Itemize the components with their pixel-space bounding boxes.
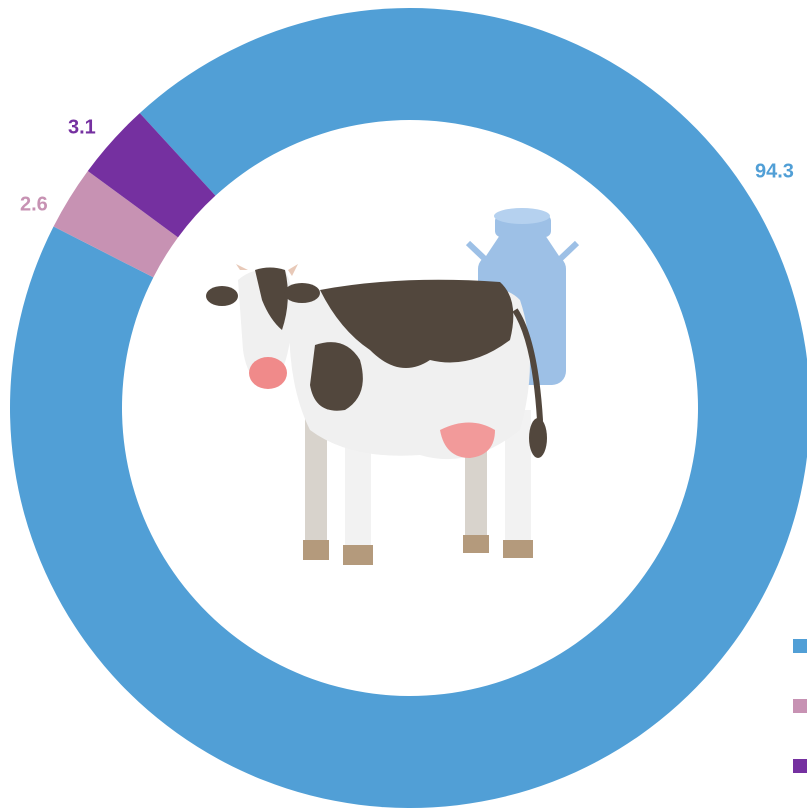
data-label: 3.1 (68, 116, 96, 138)
data-label: 94.3 (755, 160, 794, 182)
cow-illustration (206, 208, 577, 565)
legend-swatch (793, 699, 807, 713)
legend-swatch (793, 759, 807, 773)
data-label: 2.6 (20, 193, 48, 215)
page: 94.32.63.1 (() => { const data = JSON.pa… (0, 0, 807, 811)
legend (793, 639, 807, 773)
legend-swatch (793, 639, 807, 653)
chart: 94.3 2.6 3.1 (0, 0, 807, 811)
